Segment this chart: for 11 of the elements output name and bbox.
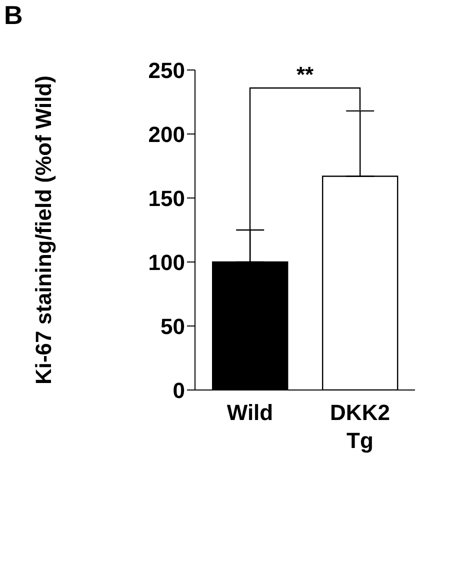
- text: B: [4, 0, 23, 30]
- y-tick-label: 150: [148, 186, 185, 211]
- y-tick-label: 200: [148, 122, 185, 147]
- x-tick-label: Wild: [226, 400, 274, 425]
- annotation: **: [296, 62, 314, 87]
- y-tick-label: 0: [172, 378, 185, 403]
- y-tick-label: 100: [148, 250, 185, 275]
- x-tick-label: DKK2 Tg: [330, 400, 390, 453]
- y-tick-label: 50: [160, 314, 185, 339]
- y-axis-title: Ki-67 staining/field (%of Wild): [30, 75, 56, 385]
- y-tick-label: 250: [148, 58, 185, 83]
